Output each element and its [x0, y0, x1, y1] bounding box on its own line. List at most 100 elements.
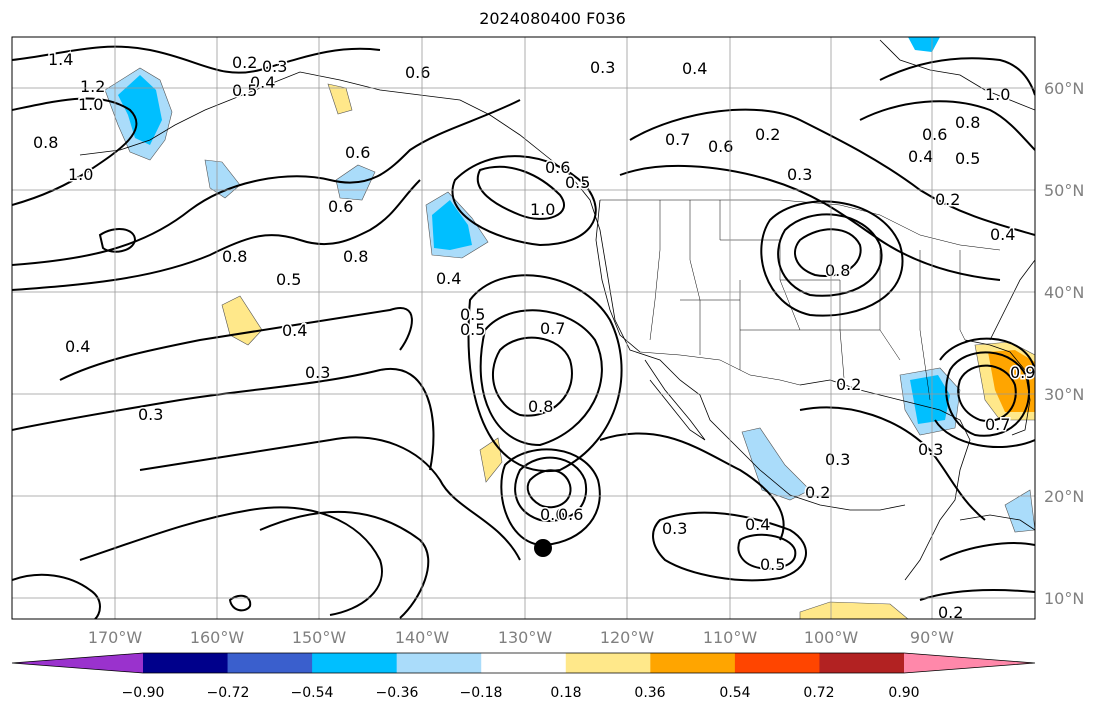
political-borders [600, 199, 1001, 401]
shade-yellow-60n [327, 83, 353, 115]
lon-label: 100°W [804, 628, 859, 647]
contour-label: 1.0 [530, 200, 555, 219]
contour-label: 0.3 [590, 58, 615, 77]
shade-blue-caribbean [1004, 489, 1035, 533]
colorbar-tick-label: 0.18 [550, 685, 581, 701]
lon-label: 110°W [703, 628, 758, 647]
map-frame [11, 36, 1036, 620]
contour-line [934, 337, 1035, 448]
colorbar-tick-label: 0.36 [634, 685, 665, 701]
contour-label: 0.4 [436, 269, 461, 288]
lon-label: 120°W [600, 628, 655, 647]
contour-label: 0.5 [565, 173, 590, 192]
shade-skyblue-45n [432, 200, 472, 250]
contour-label: 0.2 [232, 53, 257, 72]
contour-label: 0.2 [836, 375, 861, 394]
contour-label: 0.9 [1010, 363, 1035, 382]
contour-line [514, 456, 588, 522]
colorbar-tick-label: −0.18 [460, 685, 503, 701]
contour-label: 1.0 [68, 165, 93, 184]
contour-label: 0.8 [33, 133, 58, 152]
lat-label: 10°N [1044, 589, 1084, 608]
colorbar-tick-label: −0.36 [376, 685, 419, 701]
colorbar-segments [11, 652, 1036, 674]
lat-label: 50°N [1044, 181, 1084, 200]
contour-label: 0.2 [935, 190, 960, 209]
lon-label: 160°W [190, 628, 245, 647]
border-us-mexico [639, 351, 801, 386]
contour-line [451, 155, 597, 247]
lon-label: 90°W [910, 628, 954, 647]
contour-label: 0.6 [345, 143, 370, 162]
contour-line [879, 57, 1035, 96]
contour-label: 0.6 [405, 63, 430, 82]
contour-label: 0.6 [328, 197, 353, 216]
contour-line [476, 165, 565, 220]
colorbar-segment [143, 653, 229, 673]
contour-label: 1.0 [985, 85, 1010, 104]
shade-blue-mexico [741, 427, 811, 501]
contour-label: 0.5 [955, 149, 980, 168]
contour-line [652, 511, 807, 582]
contour-label: 0.6 [922, 125, 947, 144]
contour-line [799, 406, 986, 521]
gridlines [12, 37, 1035, 619]
contour-line [794, 228, 862, 277]
shade-skyblue-alaska [118, 75, 162, 145]
contour-line [737, 533, 797, 570]
colorbar-segment [481, 653, 567, 673]
latitude-labels: 60°N 50°N 40°N 30°N 20°N 10°N [1044, 79, 1084, 608]
contour-label: 0.5 [276, 270, 301, 289]
colorbar-tick-label: 0.54 [719, 685, 750, 701]
contour-label: 0.4 [682, 59, 707, 78]
colorbar-tick-label: −0.54 [291, 685, 334, 701]
contour-label: 0.3 [262, 57, 287, 76]
colorbar-segment [734, 653, 820, 673]
contour-label: 0.7 [665, 130, 690, 149]
shade-orange-florida [988, 350, 1035, 412]
contour-label: 0.6 [540, 505, 565, 524]
contour-line [259, 510, 430, 619]
coastline-caribbean [959, 514, 1035, 531]
lon-label: 140°W [395, 628, 450, 647]
contour-line [939, 542, 1035, 561]
map-background [12, 37, 1035, 619]
contour-line [12, 573, 101, 619]
contour-label: 0.2 [755, 125, 780, 144]
colorbar-tick-label: −0.72 [207, 685, 250, 701]
colorbar-segment [312, 653, 398, 673]
contour-label: 0.5 [460, 320, 485, 339]
lon-label: 150°W [292, 628, 347, 647]
contour-line [629, 108, 1035, 236]
map-plot-area: 1.4 1.2 1.0 0.8 1.0 0.2 0.3 0.4 0.5 0.6 … [11, 36, 1036, 620]
contour-label: 0.5 [232, 81, 257, 100]
contour-line [59, 307, 413, 381]
contour-label: 0.3 [918, 440, 943, 459]
colorbar-tick-label: −0.90 [122, 685, 165, 701]
map-title: 2024080400 F036 [479, 9, 626, 28]
colorbar-extend-high [904, 653, 1035, 673]
lat-label: 40°N [1044, 283, 1084, 302]
lon-label: 130°W [498, 628, 553, 647]
contour-label: 0.4 [65, 337, 90, 356]
contour-label: 1.4 [48, 50, 73, 69]
border-states [649, 200, 966, 401]
colorbar-extend-low [12, 653, 143, 673]
lon-label: 170°W [88, 628, 143, 647]
contour-line [12, 97, 138, 206]
contour-label: 0.3 [138, 405, 163, 424]
colorbar-segment [565, 653, 651, 673]
shade-yellow-24n [479, 437, 503, 483]
contour-label: 0.8 [825, 261, 850, 280]
contour-label: 0.6 [545, 158, 570, 177]
contour-line [12, 99, 521, 266]
contour-label: 0.4 [990, 225, 1015, 244]
contour-line [467, 274, 623, 473]
colorbar-tick-label: 0.90 [888, 685, 919, 701]
coastline-east-us [989, 259, 1035, 341]
colorbar-segment [396, 653, 482, 673]
contour-label: 0.5 [460, 305, 485, 324]
contour-line [500, 448, 601, 547]
contour-label: 0.5 [760, 555, 785, 574]
contour-line [760, 200, 904, 317]
